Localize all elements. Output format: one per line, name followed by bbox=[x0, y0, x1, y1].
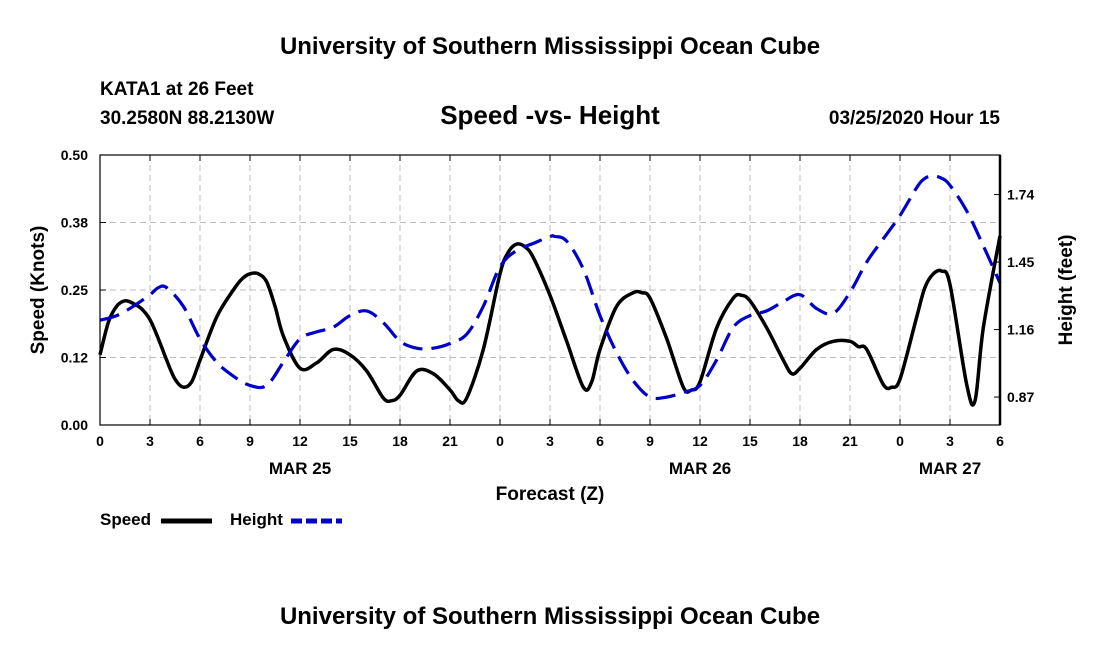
page-footer: University of Southern Mississippi Ocean… bbox=[280, 603, 820, 630]
x-tick-label: 0 bbox=[96, 433, 104, 449]
x-tick-label: 21 bbox=[842, 433, 858, 449]
x-tick-label: 3 bbox=[146, 433, 154, 449]
y2-tick-label: 1.74 bbox=[1007, 187, 1034, 203]
x-tick-label: 18 bbox=[792, 433, 808, 449]
axes: 0 3 6 9 12 15 18 21 0 3 6 9 12 15 18 21 0 3 6 0.00 0.12 0.25 0… bbox=[61, 147, 1035, 478]
x-tick-label: 6 bbox=[996, 433, 1004, 449]
x-tick-label: 15 bbox=[742, 433, 758, 449]
chart-title: Speed -vs- Height bbox=[440, 100, 660, 130]
x-tick-label: 9 bbox=[646, 433, 654, 449]
x-tick-label: 3 bbox=[946, 433, 954, 449]
x-tick-label: 6 bbox=[596, 433, 604, 449]
x-tick-label: 9 bbox=[246, 433, 254, 449]
y-tick-label: 0.00 bbox=[61, 417, 88, 433]
speed-series-line bbox=[98, 235, 1002, 407]
x-tick-label: 0 bbox=[496, 433, 504, 449]
series-layer bbox=[98, 174, 1002, 407]
legend-speed-label: Speed bbox=[100, 510, 151, 529]
x-tick-label: 0 bbox=[896, 433, 904, 449]
legend: Speed Height bbox=[100, 510, 342, 529]
date-label: MAR 26 bbox=[669, 459, 731, 478]
date-label: MAR 25 bbox=[269, 459, 331, 478]
y2-tick-label: 1.45 bbox=[1007, 254, 1034, 270]
y-tick-label: 0.38 bbox=[61, 215, 88, 231]
x-tick-label: 3 bbox=[546, 433, 554, 449]
y2-tick-label: 0.87 bbox=[1007, 389, 1034, 405]
x-tick-label: 18 bbox=[392, 433, 408, 449]
x-axis-label: Forecast (Z) bbox=[496, 484, 605, 505]
run-time-label: 03/25/2020 Hour 15 bbox=[829, 108, 1001, 129]
y2-tick-label: 1.16 bbox=[1007, 322, 1034, 338]
page-header: University of Southern Mississippi Ocean… bbox=[280, 33, 820, 60]
grid bbox=[100, 155, 1000, 425]
date-label: MAR 27 bbox=[919, 459, 981, 478]
y-tick-label: 0.12 bbox=[61, 350, 88, 366]
y-axis-label: Speed (Knots) bbox=[28, 226, 49, 355]
y-tick-label: 0.25 bbox=[61, 282, 88, 298]
y-tick-label: 0.50 bbox=[61, 147, 88, 163]
station-label: KATA1 at 26 Feet bbox=[100, 79, 254, 100]
x-tick-label: 12 bbox=[692, 433, 708, 449]
legend-height-label: Height bbox=[230, 510, 283, 529]
location-label: 30.2580N 88.2130W bbox=[100, 108, 274, 129]
x-tick-label: 15 bbox=[342, 433, 358, 449]
x-tick-label: 12 bbox=[292, 433, 308, 449]
x-tick-label: 6 bbox=[196, 433, 204, 449]
height-series-line bbox=[99, 174, 1002, 401]
y2-axis-label: Height (feet) bbox=[1056, 235, 1077, 346]
x-tick-label: 21 bbox=[442, 433, 458, 449]
